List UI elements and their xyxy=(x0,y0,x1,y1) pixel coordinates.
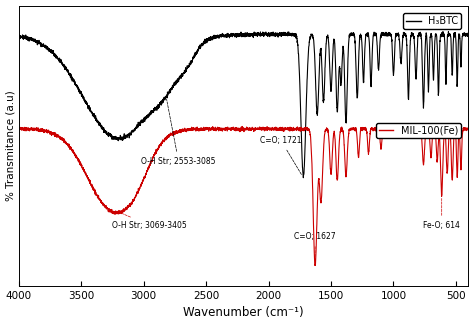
Legend: MIL-100(Fe): MIL-100(Fe) xyxy=(376,123,461,138)
Text: C=O; 1721: C=O; 1721 xyxy=(260,136,302,175)
X-axis label: Wavenumber (cm⁻¹): Wavenumber (cm⁻¹) xyxy=(183,306,304,319)
Y-axis label: % Transmitance (a.u): % Transmitance (a.u) xyxy=(6,90,16,201)
Text: Fe-O; 614: Fe-O; 614 xyxy=(423,199,460,230)
Text: O-H Str; 3069-3405: O-H Str; 3069-3405 xyxy=(112,213,187,230)
Text: C=O; 1627: C=O; 1627 xyxy=(294,232,336,262)
Text: O-H Str; 2553-3085: O-H Str; 2553-3085 xyxy=(141,99,216,166)
